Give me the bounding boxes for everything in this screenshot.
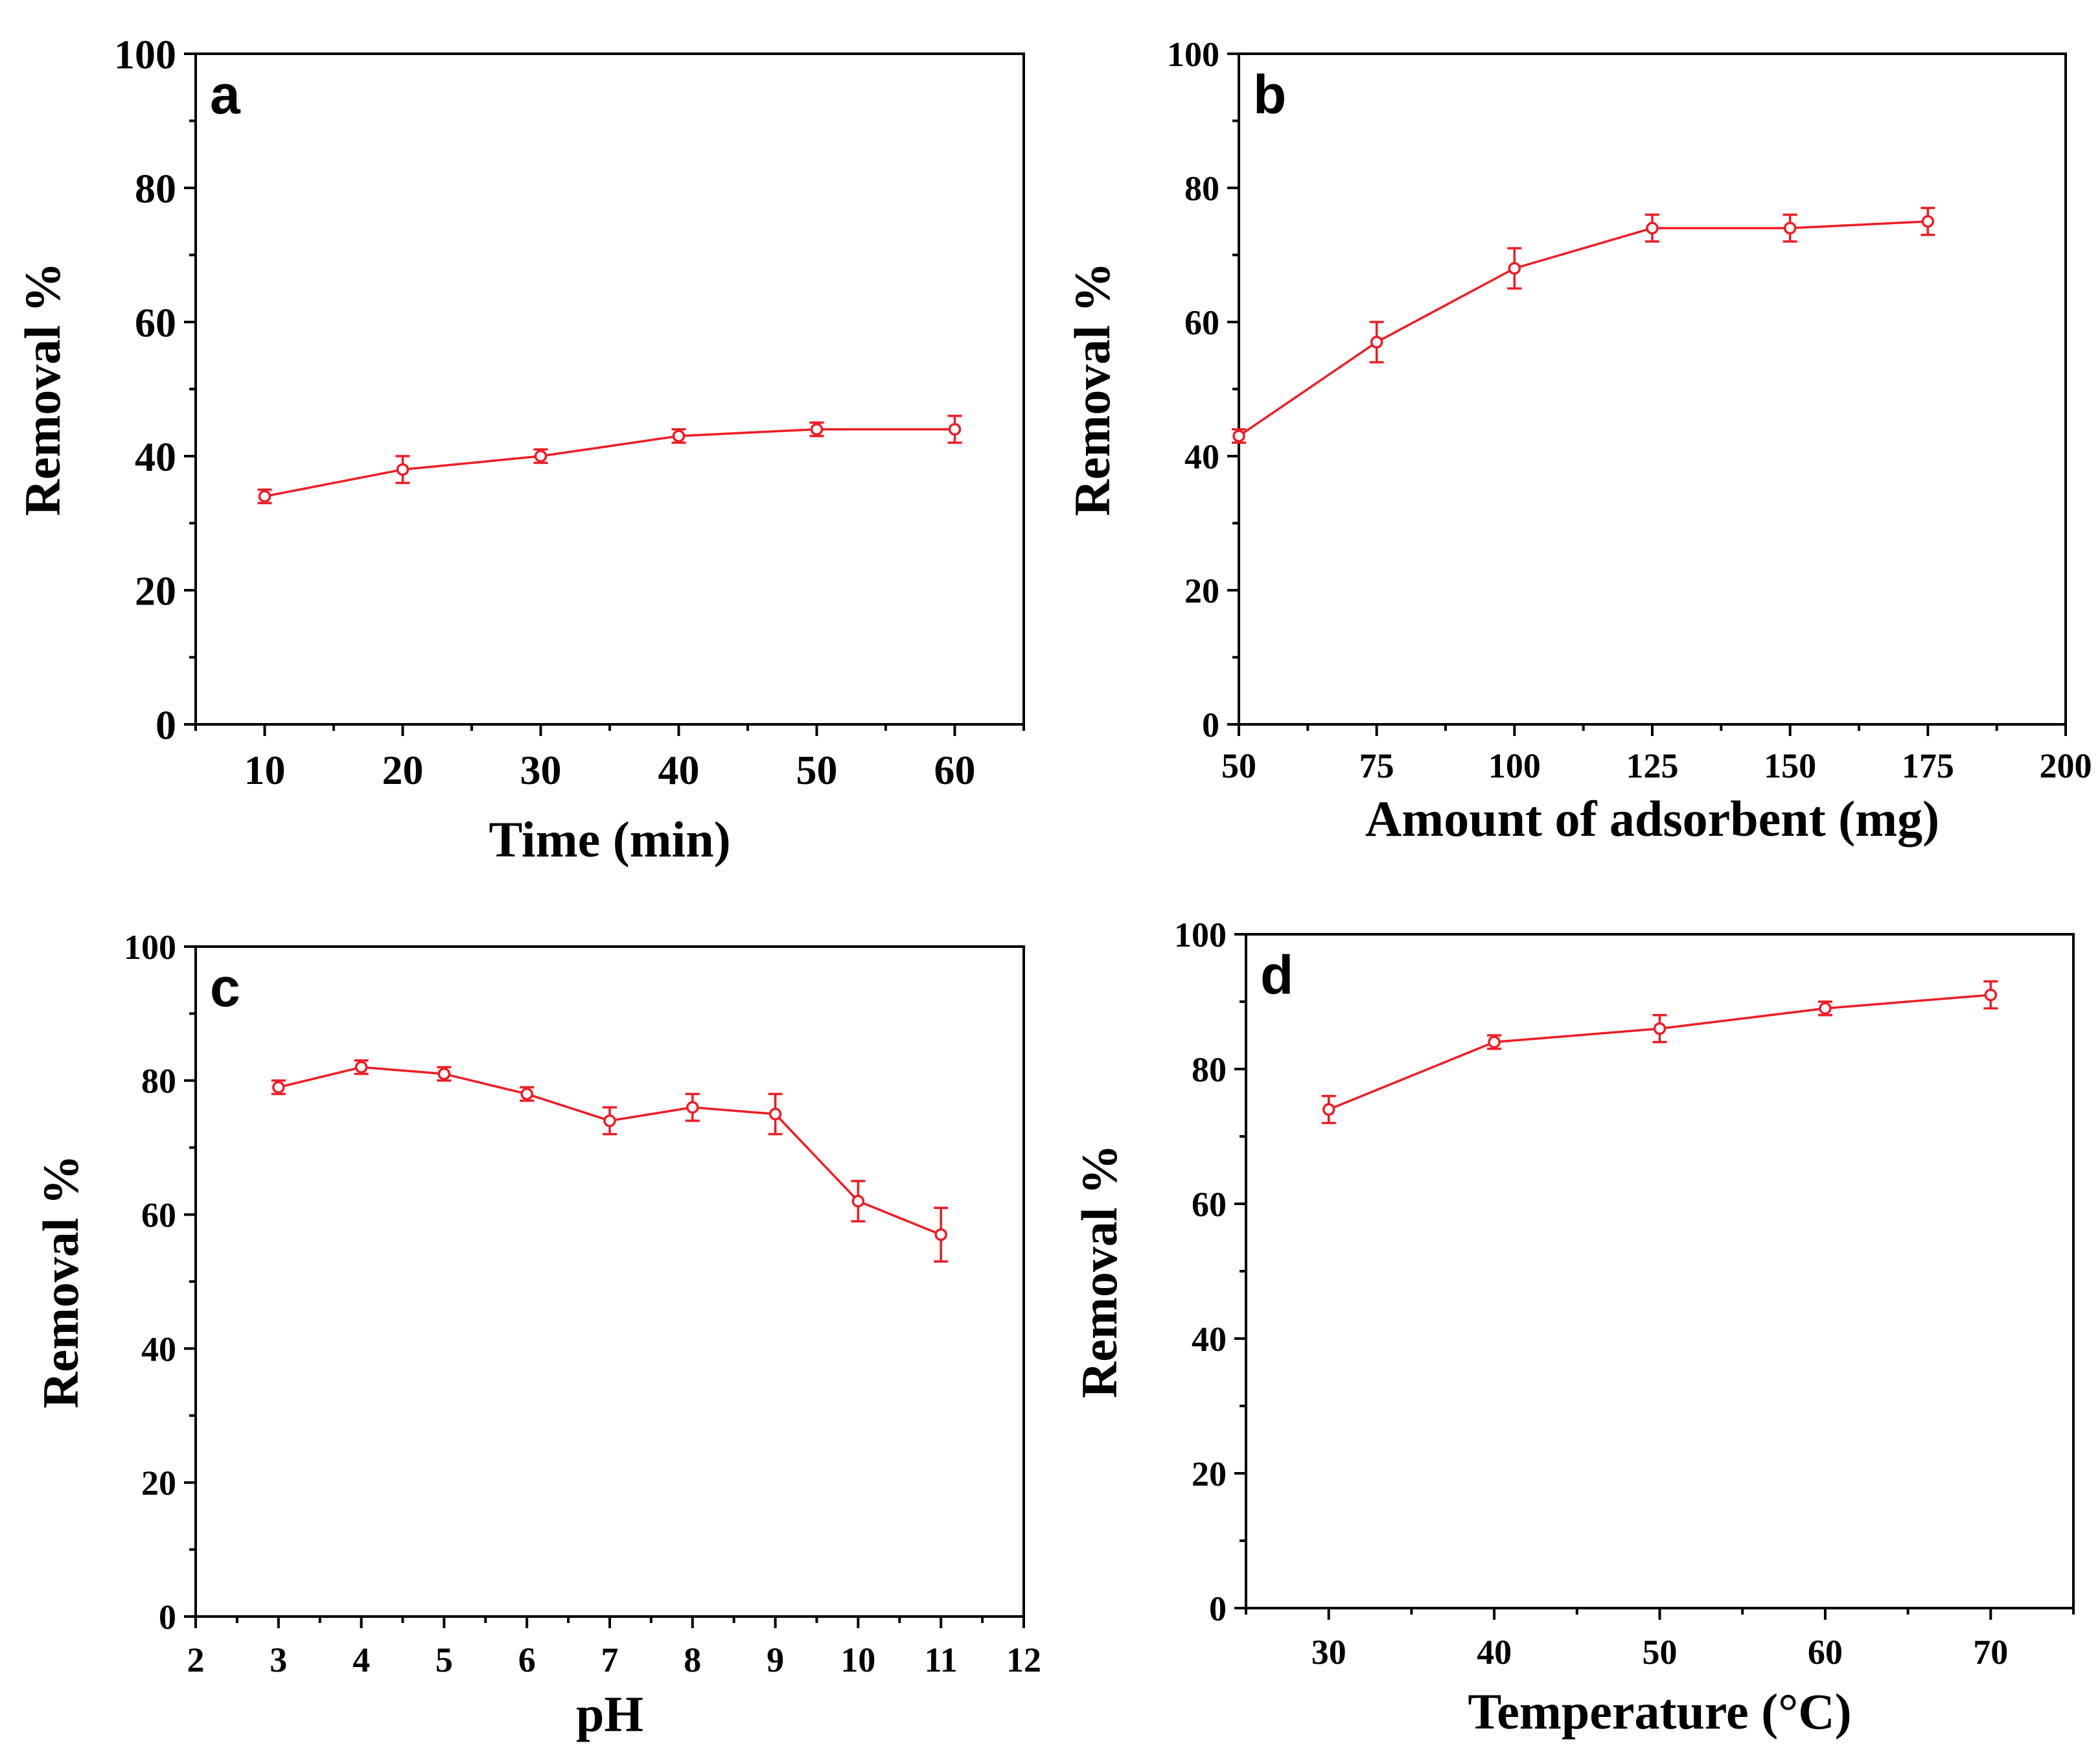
data-point <box>1508 262 1521 275</box>
y-axis-title: Removal % <box>1071 1144 1127 1398</box>
x-axis-title: Temperature (°C) <box>1468 1683 1851 1740</box>
chart-panel-d: 0 20 40 60 80 100 30 40 50 60 70 Temperature (°C) Re… <box>1071 915 2075 1740</box>
data-point <box>354 1061 368 1074</box>
x-tick-label: 30 <box>520 747 562 793</box>
panel-label: c <box>210 957 240 1018</box>
x-tick-label: 3 <box>270 1640 287 1679</box>
x-tick-label: 125 <box>1626 746 1679 785</box>
x-tick-label: 50 <box>1643 1633 1678 1672</box>
x-tick-label: 70 <box>1973 1633 2008 1672</box>
x-tick-label: 60 <box>1808 1633 1843 1672</box>
x-tick-label: 175 <box>1902 746 1954 785</box>
x-tick-label: 4 <box>352 1640 370 1679</box>
data-point <box>603 1114 616 1127</box>
x-tick-label: 40 <box>1477 1633 1512 1672</box>
x-axis-title: Time (min) <box>489 811 730 868</box>
data-point <box>1653 1022 1667 1035</box>
y-tick-label: 20 <box>1184 571 1219 610</box>
data-point <box>1370 336 1383 349</box>
chart-panel-b: 0 20 40 60 80 100 50 75 100 125 150 175 200 Amount of… <box>1064 35 2092 847</box>
x-tick-label: 6 <box>518 1640 536 1679</box>
y-tick-label: 40 <box>1192 1320 1227 1359</box>
x-tick-label: 7 <box>601 1640 619 1679</box>
panel-label: d <box>1260 945 1293 1006</box>
y-axis-title: Removal % <box>1064 262 1120 516</box>
x-tick-label: 150 <box>1764 746 1816 785</box>
y-tick-label: 80 <box>141 1062 176 1101</box>
y-axis-title: Removal % <box>32 1155 89 1409</box>
y-tick-label: 40 <box>141 1329 176 1368</box>
x-axis-title: pH <box>576 1686 643 1742</box>
x-tick-label: 5 <box>435 1640 453 1679</box>
x-tick-label: 20 <box>382 747 424 793</box>
y-tick-label: 0 <box>1202 706 1219 744</box>
x-tick-label: 200 <box>2040 746 2092 785</box>
y-tick-label: 100 <box>114 31 176 77</box>
y-tick-label: 100 <box>124 928 176 967</box>
y-tick-label: 20 <box>135 568 176 614</box>
x-tick-label: 11 <box>925 1640 958 1679</box>
y-tick-label: 80 <box>135 165 176 211</box>
data-point <box>258 490 271 503</box>
x-axis-title: Amount of adsorbent (mg) <box>1365 790 1939 847</box>
x-tick-label: 10 <box>840 1640 875 1679</box>
data-point <box>1322 1103 1335 1116</box>
data-point <box>1488 1035 1501 1049</box>
x-tick-label: 75 <box>1359 746 1394 785</box>
panel-label: a <box>210 64 241 125</box>
data-point <box>810 422 824 436</box>
x-tick-label: 2 <box>187 1640 205 1679</box>
y-tick-label: 100 <box>1167 35 1219 74</box>
x-tick-label: 9 <box>767 1640 784 1679</box>
panel-label: b <box>1253 64 1286 125</box>
data-point <box>534 450 548 463</box>
data-point <box>1921 215 1935 228</box>
y-axis-title: Removal % <box>14 262 71 516</box>
x-tick-label: 60 <box>934 747 976 793</box>
chart-panel-a: 0 20 40 60 80 100 10 20 30 40 50 60 Time (min) Remova… <box>14 31 1025 868</box>
y-tick-label: 0 <box>156 702 176 748</box>
data-point <box>768 1107 782 1121</box>
data-point <box>1819 1002 1832 1015</box>
data-point <box>1646 222 1659 235</box>
x-tick-label: 12 <box>1006 1640 1041 1679</box>
x-tick-label: 50 <box>796 747 838 793</box>
data-point <box>272 1081 285 1094</box>
x-tick-label: 40 <box>658 747 700 793</box>
y-tick-label: 100 <box>1174 915 1227 954</box>
series-line <box>264 428 955 498</box>
chart-panel-c: 0 20 40 60 80 100 2 3 4 5 6 7 8 9 10 11 12 pH Removal % c <box>32 928 1041 1742</box>
x-tick-label: 30 <box>1311 1633 1346 1672</box>
y-tick-label: 60 <box>1192 1185 1227 1224</box>
x-tick-label: 50 <box>1221 746 1256 785</box>
y-tick-label: 40 <box>135 433 176 479</box>
y-tick-label: 60 <box>1184 303 1219 342</box>
x-tick-label: 100 <box>1488 746 1541 785</box>
y-tick-label: 20 <box>1192 1455 1227 1493</box>
data-point <box>437 1067 451 1081</box>
y-tick-label: 80 <box>1184 169 1219 208</box>
y-tick-label: 60 <box>135 299 176 345</box>
y-tick-label: 0 <box>159 1598 176 1637</box>
y-tick-label: 80 <box>1192 1050 1227 1089</box>
x-tick-label: 8 <box>684 1640 701 1679</box>
data-point <box>1783 222 1797 235</box>
data-point <box>672 430 686 443</box>
series-line <box>1238 220 1928 437</box>
data-point <box>948 422 962 436</box>
data-point <box>520 1087 533 1101</box>
data-point <box>1984 988 1998 1002</box>
data-point <box>934 1228 947 1241</box>
y-tick-label: 20 <box>141 1464 176 1502</box>
data-point <box>1232 430 1245 443</box>
y-tick-label: 40 <box>1184 437 1219 476</box>
data-point <box>396 463 410 476</box>
x-tick-label: 10 <box>244 747 286 793</box>
data-point <box>686 1101 699 1114</box>
y-tick-label: 60 <box>141 1196 176 1235</box>
y-tick-label: 0 <box>1209 1589 1227 1628</box>
data-point <box>851 1195 865 1208</box>
